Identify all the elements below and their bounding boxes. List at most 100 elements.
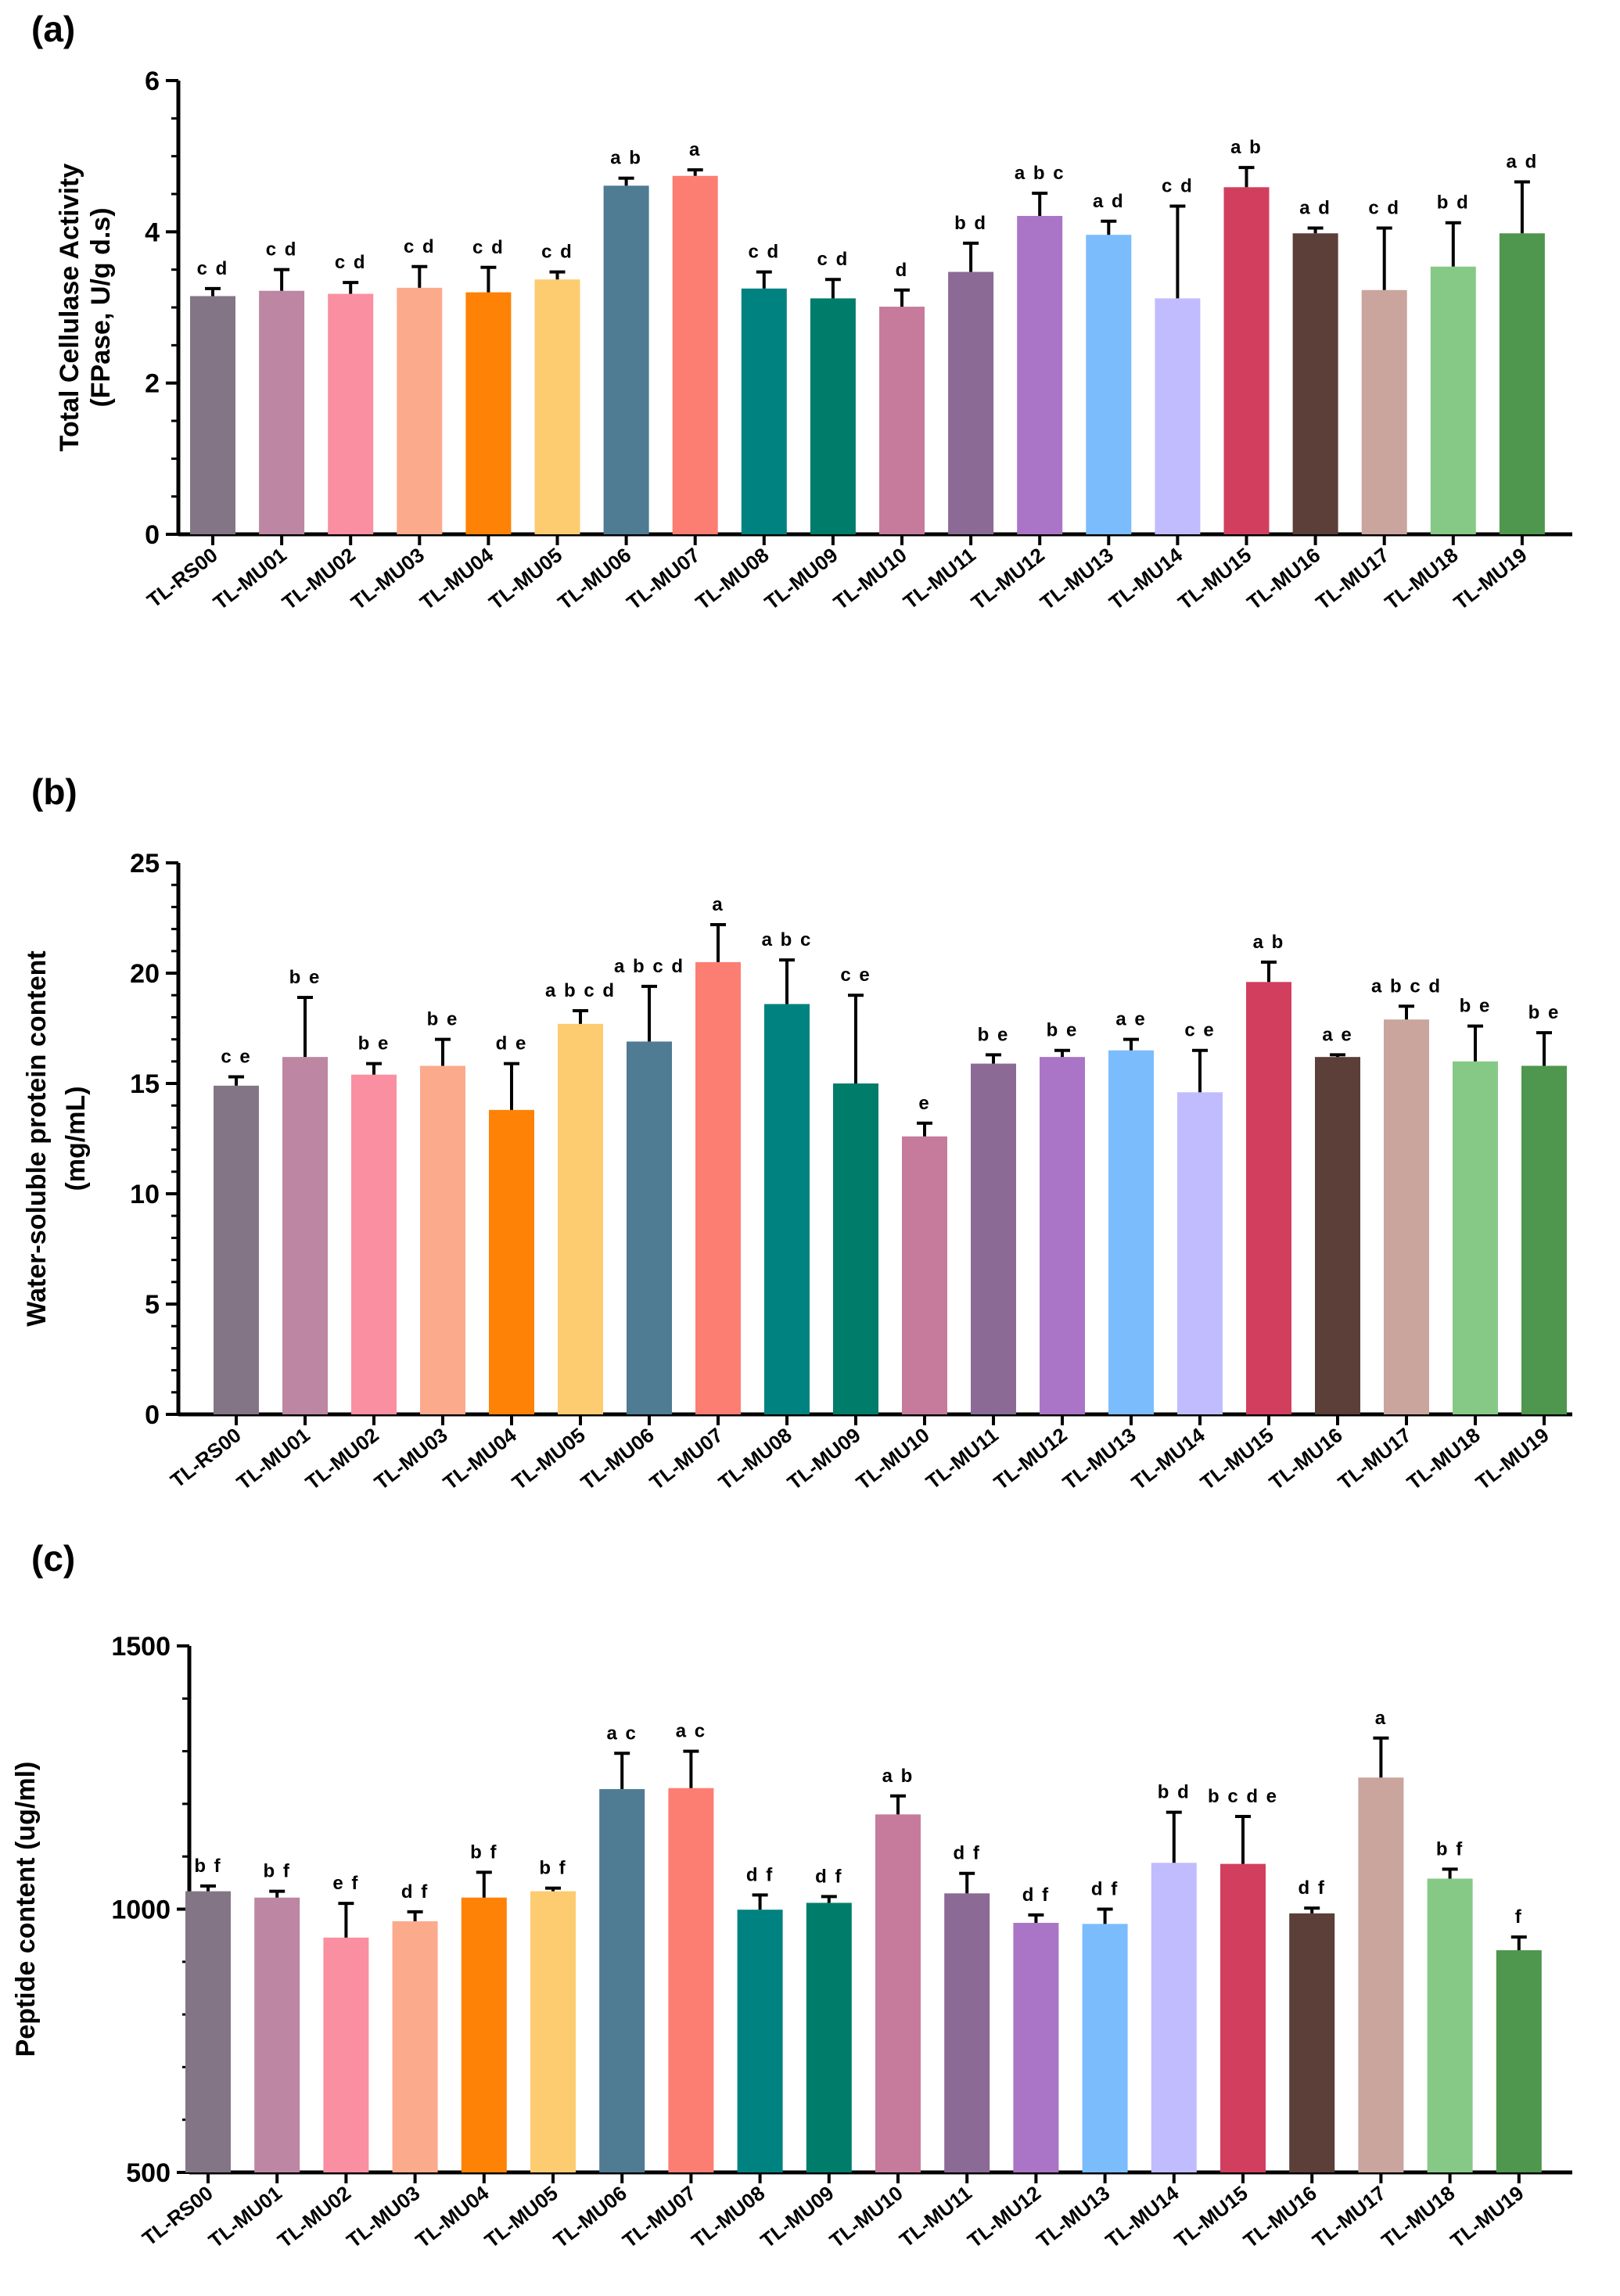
category-label: TL-MU18 (1403, 1423, 1485, 1494)
chart-panel-a: 0 2 4 6 Total Cellulase Activity (FPase, U/g … (55, 66, 1572, 614)
category-label: TL-MU03 (342, 2181, 424, 2252)
bar (1384, 1019, 1429, 1414)
y-tick-label: 500 (126, 2158, 171, 2188)
bar (323, 1937, 369, 2172)
bar (1427, 1878, 1473, 2172)
significance-label: c d (335, 252, 367, 273)
bar (1496, 1949, 1542, 2172)
category-label: TL-MU15 (1173, 543, 1255, 614)
category-label: TL-MU16 (1242, 543, 1324, 614)
significance-label: c d (541, 242, 573, 263)
y-axis-title: (FPase, U/g d.s) (86, 207, 116, 407)
significance-label: a d (1093, 191, 1125, 212)
chart-panel-c: 500 1000 1500 Peptide content (ug/ml) b f TL-… (11, 1632, 1572, 2252)
significance-label: d f (746, 1864, 774, 1885)
bar (1220, 1863, 1266, 2172)
significance-label: e (918, 1093, 930, 1114)
category-label: TL-MU07 (622, 543, 704, 614)
category-label: TL-MU17 (1334, 1423, 1416, 1494)
bar (1013, 1922, 1059, 2172)
significance-label: a (712, 894, 724, 915)
bar (1086, 235, 1132, 534)
significance-label: c e (840, 965, 871, 986)
category-label: TL-MU18 (1377, 2181, 1459, 2252)
category-label: TL-MU01 (209, 543, 291, 614)
significance-label: b d (954, 213, 987, 234)
significance-label: a c (676, 1721, 706, 1742)
significance-label: a b c (1015, 163, 1065, 184)
y-tick-label: 20 (130, 959, 160, 989)
bar (1453, 1061, 1498, 1414)
bar (1499, 233, 1545, 534)
bar (971, 1063, 1016, 1414)
category-label: TL-MU02 (278, 543, 360, 614)
bar (254, 1897, 300, 2172)
bar (1155, 298, 1201, 534)
bar (1040, 1057, 1085, 1414)
y-tick-label: 5 (145, 1290, 160, 1320)
significance-label: b f (194, 1856, 221, 1877)
category-label: TL-MU11 (895, 2181, 976, 2251)
bar (259, 290, 305, 534)
chart-panel-b: 0 5 10 15 20 25 Water-soluble protein content (… (22, 849, 1572, 1494)
bar (944, 1893, 990, 2172)
significance-label: b e (289, 967, 321, 988)
bar (695, 961, 741, 1414)
y-tick-label: 0 (145, 520, 160, 550)
category-label: TL-MU09 (756, 2181, 839, 2252)
category-label: TL-MU16 (1265, 1423, 1347, 1494)
significance-label: a b c (762, 929, 813, 950)
y-axis-title: (mg/mL) (61, 1086, 91, 1191)
category-label: TL-MU13 (1036, 543, 1118, 614)
category-label: TL-MU04 (415, 543, 497, 615)
significance-label: f (1515, 1906, 1523, 1928)
category-label: TL-MU07 (618, 2181, 700, 2252)
category-label: TL-MU11 (899, 543, 980, 613)
bar (558, 1023, 603, 1414)
significance-label: a b c d (545, 980, 616, 1001)
y-tick-label: 6 (145, 66, 160, 96)
significance-label: c d (748, 242, 780, 263)
category-label: TL-MU05 (508, 1423, 590, 1494)
significance-label: a e (1322, 1024, 1352, 1045)
bar (530, 1891, 576, 2172)
bar (1223, 187, 1270, 535)
significance-label: d f (815, 1866, 842, 1887)
category-label: TL-MU19 (1471, 1423, 1554, 1494)
category-label: TL-MU13 (1032, 2181, 1114, 2252)
bar (627, 1041, 672, 1414)
bar (1108, 1050, 1154, 1414)
significance-label: a b (1253, 932, 1285, 953)
category-label: TL-MU02 (301, 1423, 383, 1494)
bar (1289, 1913, 1335, 2172)
bar (1430, 266, 1476, 534)
significance-label: c d (1368, 198, 1400, 219)
bar (351, 1074, 397, 1414)
category-label: TL-MU04 (439, 1423, 521, 1495)
significance-label: c d (404, 236, 436, 257)
bar (1292, 233, 1338, 534)
category-label: TL-MU05 (480, 2181, 562, 2252)
significance-label: b f (264, 1861, 291, 1882)
y-tick-label: 10 (130, 1180, 160, 1209)
significance-label: d f (1091, 1879, 1119, 1900)
category-label: TL-MU08 (714, 1423, 796, 1494)
category-label: TL-MU18 (1381, 543, 1463, 614)
bar (810, 298, 856, 534)
bar (741, 288, 787, 534)
bar (1521, 1065, 1567, 1414)
category-label: TL-MU09 (760, 543, 842, 614)
bar (764, 1004, 810, 1414)
bar (806, 1903, 852, 2172)
bar (489, 1109, 534, 1414)
bar (1151, 1863, 1197, 2172)
significance-label: a b (1230, 137, 1263, 158)
category-label: TL-RS00 (166, 1423, 246, 1493)
significance-label: b d (1158, 1782, 1191, 1803)
y-axis-title: Peptide content (ug/ml) (11, 1762, 41, 2057)
significance-label: b e (978, 1024, 1010, 1045)
significance-label: c d (197, 258, 229, 279)
significance-label: d f (954, 1843, 981, 1864)
bar (599, 1789, 645, 2172)
